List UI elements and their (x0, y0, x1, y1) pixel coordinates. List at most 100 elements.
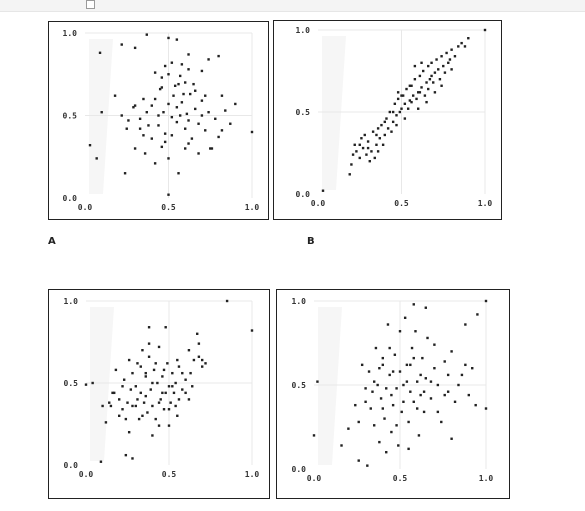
scatter-point (207, 58, 209, 60)
scatter-point (100, 461, 102, 463)
scatter-point (440, 421, 442, 423)
scatter-point (184, 379, 186, 381)
scatter-point (392, 121, 394, 123)
scatter-point (162, 111, 164, 113)
scatter-point (135, 405, 137, 407)
scatter-point (151, 434, 153, 436)
scatter-point (181, 388, 183, 390)
scatter-point (229, 123, 231, 125)
scatter-point (313, 434, 315, 436)
scatter-point (382, 357, 384, 359)
scatter-point (110, 405, 112, 407)
scatter-point (416, 407, 418, 409)
scatter-point (189, 372, 191, 374)
scatter-point (151, 405, 153, 407)
scatter-point (434, 91, 436, 93)
scatter-point (359, 157, 361, 159)
scatter-point (179, 75, 181, 77)
scatter-point (445, 52, 447, 54)
scatter-point (214, 118, 216, 120)
scatter-point (476, 313, 478, 315)
scatter-point (204, 362, 206, 364)
scatter-point (364, 401, 366, 403)
scatter-point (364, 387, 366, 389)
scatter-point (421, 357, 423, 359)
scatter-point (407, 421, 409, 423)
scatter-point (405, 88, 407, 90)
scatter-point (457, 45, 459, 47)
scatter-point (141, 349, 143, 351)
scatter-point (450, 350, 452, 352)
scatter-point (444, 71, 446, 73)
scatter-point (189, 93, 191, 95)
scatter-point (397, 444, 399, 446)
scatter-point (427, 88, 429, 90)
scatter-point (449, 58, 451, 60)
scatter-point (375, 144, 377, 146)
scatter-point (101, 405, 103, 407)
scatter-point (464, 45, 466, 47)
scatter-point (157, 114, 159, 116)
scatter-point (394, 354, 396, 356)
scatter-point (145, 375, 147, 377)
scatter-point (394, 103, 396, 105)
scatter-point (413, 357, 415, 359)
scatter-point (181, 372, 183, 374)
scatter-point (164, 141, 166, 143)
scatter-point (141, 415, 143, 417)
x-tick-label: 1.0 (479, 474, 494, 483)
scatter-point (161, 86, 163, 88)
scatter-point (442, 65, 444, 67)
scatter-plot-a: 0.0 0.5 1.0 0.0 0.5 1.0 (49, 22, 270, 221)
scatter-point (127, 119, 129, 121)
scatter-point (193, 359, 195, 361)
y-tick-label: 1.0 (63, 29, 78, 38)
scatter-point (171, 372, 173, 374)
checkbox-icon (86, 0, 95, 9)
scatter-point (402, 384, 404, 386)
scatter-point (148, 342, 150, 344)
scatter-point (419, 75, 421, 77)
scatter-point (371, 391, 373, 393)
scatter-point (142, 134, 144, 136)
scatter-point (366, 464, 368, 466)
scatter-point (161, 146, 163, 148)
scatter-point (350, 163, 352, 165)
x-tick-label: 0.5 (393, 474, 408, 483)
scatter-point (358, 459, 360, 461)
scatter-point (415, 98, 417, 100)
scatter-point (143, 401, 145, 403)
scatter-point (416, 380, 418, 382)
scatter-point (418, 434, 420, 436)
scatter-point (400, 94, 402, 96)
scatter-point (419, 374, 421, 376)
scatter-point (187, 142, 189, 144)
scatter-point (135, 385, 137, 387)
y-tick-label: 0.5 (64, 379, 79, 388)
scatter-point (191, 385, 193, 387)
scatter-point (201, 99, 203, 101)
scatter-point (151, 104, 153, 106)
scatter-point (440, 55, 442, 57)
scatter-point (171, 134, 173, 136)
scatter-point (111, 392, 113, 394)
scatter-point (136, 362, 138, 364)
scatter-point (340, 444, 342, 446)
scatter-point (204, 95, 206, 97)
x-tick-label: 0.0 (78, 203, 93, 212)
scatter-point (201, 114, 203, 116)
scatter-point (410, 101, 412, 103)
scatter-point (161, 392, 163, 394)
scatter-point (433, 343, 435, 345)
scatter-point (379, 137, 381, 139)
scatter-point (136, 398, 138, 400)
scatter-point (144, 152, 146, 154)
scatter-point (414, 78, 416, 80)
scatter-point (373, 424, 375, 426)
scatter-point (372, 130, 374, 132)
scatter-point (187, 68, 189, 70)
scatter-point (417, 108, 419, 110)
x-tick-label: 0.5 (162, 470, 177, 479)
scatter-point (400, 108, 402, 110)
scatter-point (221, 95, 223, 97)
